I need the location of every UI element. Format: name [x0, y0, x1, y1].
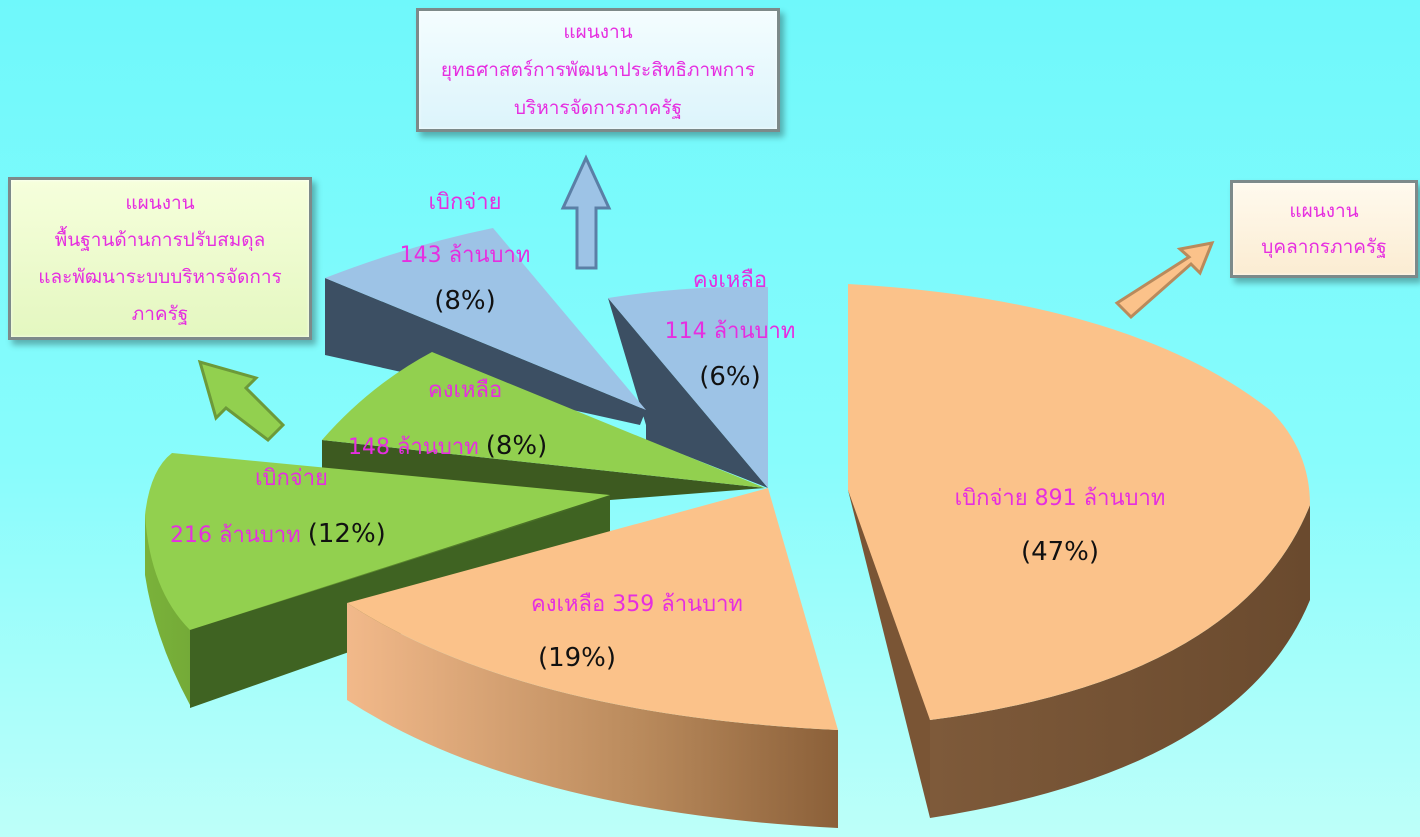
label-percent: 12%	[317, 519, 376, 549]
label-percent: 8%	[495, 431, 538, 461]
arrow-up-icon	[560, 154, 612, 270]
label-unit: ล้านบาท	[713, 319, 796, 344]
data-label-blue-remaining: คงเหลือ 114 ล้านบาท (6%)	[664, 268, 796, 392]
label-unit: ล้านบาท	[219, 523, 301, 548]
label-name: เบิกจ่าย	[428, 190, 502, 215]
label-percent: 8%	[444, 286, 486, 316]
label-name: เบิกจ่าย	[255, 466, 328, 491]
box-line: แผนงาน	[563, 21, 633, 43]
data-label-orange-remaining: คงเหลือ 359 ล้านบาท (19%)	[531, 592, 743, 673]
box-line: บริหารจัดการภาครัฐ	[513, 97, 683, 119]
data-label-green-paid: เบิกจ่าย 216 ล้านบาท (12%)	[170, 466, 386, 549]
plan-box-personnel: แผนงาน บุคลากรภาครัฐ	[1230, 180, 1418, 278]
label-name: คงเหลือ	[428, 378, 503, 403]
label-value: 143	[399, 243, 442, 268]
label-percent: 47%	[1031, 537, 1089, 567]
box-line: ยุทธศาสตร์การพัฒนาประสิทธิภาพการ	[440, 59, 756, 81]
plan-box-foundation: แผนงาน พื้นฐานด้านการปรับสมดุล และพัฒนาร…	[8, 177, 312, 340]
arrow-up-right-icon	[1114, 241, 1215, 320]
slice-blue-paid	[325, 228, 646, 425]
box-line: พื้นฐานด้านการปรับสมดุล	[54, 228, 266, 251]
label-value: 148	[348, 435, 390, 460]
label-percent: 6%	[709, 362, 751, 392]
label-unit: ล้านบาท	[1083, 486, 1166, 511]
slice-green-remaining	[322, 352, 765, 500]
label-value: 114	[664, 319, 707, 344]
plan-box-strategy: แผนงาน ยุทธศาสตร์การพัฒนาประสิทธิภาพการ …	[416, 8, 780, 132]
label-name: คงเหลือ	[692, 268, 768, 293]
label-value: 359	[612, 592, 655, 617]
label-unit: ล้านบาท	[397, 435, 479, 460]
box-line: แผนงาน	[125, 191, 195, 214]
label-name: คงเหลือ	[531, 592, 606, 617]
data-label-green-remaining: คงเหลือ 148 ล้านบาท (8%)	[348, 378, 548, 461]
label-unit: ล้านบาท	[661, 592, 743, 617]
label-value: 216	[170, 523, 212, 548]
box-line: แผนงาน	[1289, 200, 1359, 222]
arrow-up-left-icon	[197, 359, 286, 442]
label-value: 891	[1034, 486, 1077, 511]
label-percent: 19%	[548, 643, 606, 673]
box-line: ภาครัฐ	[131, 302, 189, 325]
box-line: บุคลากรภาครัฐ	[1261, 236, 1387, 258]
data-label-blue-paid: เบิกจ่าย 143 ล้านบาท (8%)	[399, 190, 531, 316]
box-line: และพัฒนาระบบบริหารจัดการ	[38, 265, 282, 288]
label-name: เบิกจ่าย	[954, 486, 1028, 511]
slice-orange-paid	[848, 284, 1310, 818]
slice-orange-remaining	[347, 488, 838, 828]
data-label-orange-paid: เบิกจ่าย 891 ล้านบาท (47%)	[954, 486, 1166, 567]
label-unit: ล้านบาท	[448, 243, 531, 268]
